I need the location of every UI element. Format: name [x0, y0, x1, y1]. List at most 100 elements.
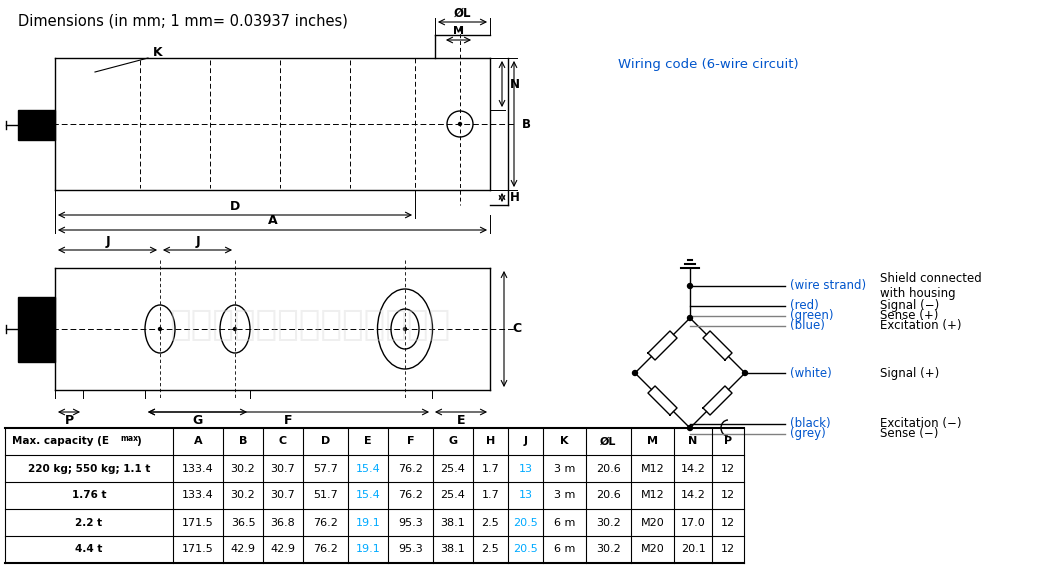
Text: M20: M20: [641, 517, 664, 528]
Text: Shield connected
with housing: Shield connected with housing: [880, 272, 981, 300]
Text: 12: 12: [720, 463, 735, 474]
Text: 15.4: 15.4: [355, 463, 381, 474]
Text: ØL: ØL: [454, 6, 471, 19]
Text: 38.1: 38.1: [440, 545, 466, 554]
Text: 42.9: 42.9: [271, 545, 296, 554]
Text: 25.4: 25.4: [440, 463, 466, 474]
Text: 171.5: 171.5: [182, 545, 214, 554]
Text: G: G: [192, 415, 203, 428]
Text: 36.8: 36.8: [271, 517, 295, 528]
Text: 17.0: 17.0: [680, 517, 706, 528]
Text: 6 m: 6 m: [554, 545, 575, 554]
Text: K: K: [560, 436, 569, 446]
Text: (wire strand): (wire strand): [790, 279, 866, 293]
Text: P: P: [65, 415, 73, 428]
Text: 14.2: 14.2: [680, 463, 706, 474]
Text: M20: M20: [641, 545, 664, 554]
Text: (black): (black): [790, 417, 831, 431]
Text: 2.5: 2.5: [482, 517, 500, 528]
Text: 171.5: 171.5: [182, 517, 214, 528]
Text: 13: 13: [519, 463, 533, 474]
Circle shape: [688, 283, 693, 289]
Text: 20.1: 20.1: [680, 545, 706, 554]
Text: J: J: [195, 236, 199, 249]
Text: 2.2 t: 2.2 t: [75, 517, 103, 528]
Text: 1.76 t: 1.76 t: [72, 491, 106, 500]
Text: N: N: [510, 77, 520, 90]
Circle shape: [458, 123, 462, 126]
Text: 3 m: 3 m: [554, 463, 575, 474]
Text: 12: 12: [720, 491, 735, 500]
Text: C: C: [279, 436, 288, 446]
Circle shape: [688, 425, 693, 431]
Text: Signal (+): Signal (+): [880, 366, 939, 379]
Text: 6 m: 6 m: [554, 517, 575, 528]
Text: E: E: [364, 436, 371, 446]
Text: 3 m: 3 m: [554, 491, 575, 500]
Text: Max. capacity (E: Max. capacity (E: [13, 436, 109, 446]
Text: D: D: [320, 436, 330, 446]
Text: Sense (−): Sense (−): [880, 428, 938, 441]
Text: 广州市德琪电子科技有限公司: 广州市德琪电子科技有限公司: [170, 308, 451, 342]
Text: 19.1: 19.1: [355, 517, 381, 528]
Text: 95.3: 95.3: [398, 545, 423, 554]
Text: 2.5: 2.5: [482, 545, 500, 554]
Text: M12: M12: [641, 463, 664, 474]
Text: 133.4: 133.4: [182, 491, 214, 500]
Text: ): ): [137, 436, 141, 446]
Text: 1.7: 1.7: [482, 463, 500, 474]
Text: (grey): (grey): [790, 428, 825, 441]
Text: A: A: [194, 436, 203, 446]
Circle shape: [743, 370, 748, 375]
Text: 30.7: 30.7: [271, 491, 295, 500]
Text: M12: M12: [641, 491, 664, 500]
Text: Excitation (−): Excitation (−): [880, 417, 961, 431]
Text: A: A: [267, 215, 277, 228]
Text: H: H: [486, 436, 495, 446]
Text: 1.7: 1.7: [482, 491, 500, 500]
Text: J: J: [523, 436, 527, 446]
Text: D: D: [230, 199, 240, 212]
Text: B: B: [522, 118, 530, 131]
Text: 20.6: 20.6: [596, 491, 621, 500]
Text: (green): (green): [790, 310, 834, 323]
Text: 95.3: 95.3: [398, 517, 423, 528]
Circle shape: [688, 315, 693, 320]
Text: E: E: [456, 415, 466, 428]
Text: 30.2: 30.2: [596, 545, 621, 554]
Text: 76.2: 76.2: [398, 463, 423, 474]
Text: 76.2: 76.2: [398, 491, 423, 500]
Text: 14.2: 14.2: [680, 491, 706, 500]
Text: 36.5: 36.5: [230, 517, 256, 528]
Text: 19.1: 19.1: [355, 545, 381, 554]
Text: 30.2: 30.2: [230, 491, 256, 500]
Text: 38.1: 38.1: [440, 517, 466, 528]
Text: 25.4: 25.4: [440, 491, 466, 500]
Polygon shape: [18, 110, 55, 140]
Text: (red): (red): [790, 299, 819, 312]
Text: M: M: [647, 436, 658, 446]
Text: Dimensions (in mm; 1 mm= 0.03937 inches): Dimensions (in mm; 1 mm= 0.03937 inches): [18, 14, 348, 29]
Text: Signal (−): Signal (−): [880, 299, 939, 312]
Circle shape: [632, 370, 638, 375]
Text: 133.4: 133.4: [182, 463, 214, 474]
Text: H: H: [510, 191, 520, 204]
Text: max: max: [120, 434, 138, 443]
Circle shape: [403, 328, 406, 331]
Text: 4.4 t: 4.4 t: [75, 545, 103, 554]
Text: 20.6: 20.6: [596, 463, 621, 474]
Text: 220 kg; 550 kg; 1.1 t: 220 kg; 550 kg; 1.1 t: [28, 463, 151, 474]
Text: Excitation (+): Excitation (+): [880, 319, 961, 332]
Text: N: N: [689, 436, 698, 446]
Text: K: K: [153, 45, 162, 59]
Text: 30.2: 30.2: [596, 517, 621, 528]
Text: F: F: [406, 436, 414, 446]
Text: (white): (white): [790, 366, 832, 379]
Text: 13: 13: [519, 491, 533, 500]
Text: 12: 12: [720, 545, 735, 554]
Text: G: G: [449, 436, 457, 446]
Text: (blue): (blue): [790, 319, 824, 332]
Text: 51.7: 51.7: [313, 491, 337, 500]
Text: 76.2: 76.2: [313, 517, 338, 528]
Text: 15.4: 15.4: [355, 491, 381, 500]
